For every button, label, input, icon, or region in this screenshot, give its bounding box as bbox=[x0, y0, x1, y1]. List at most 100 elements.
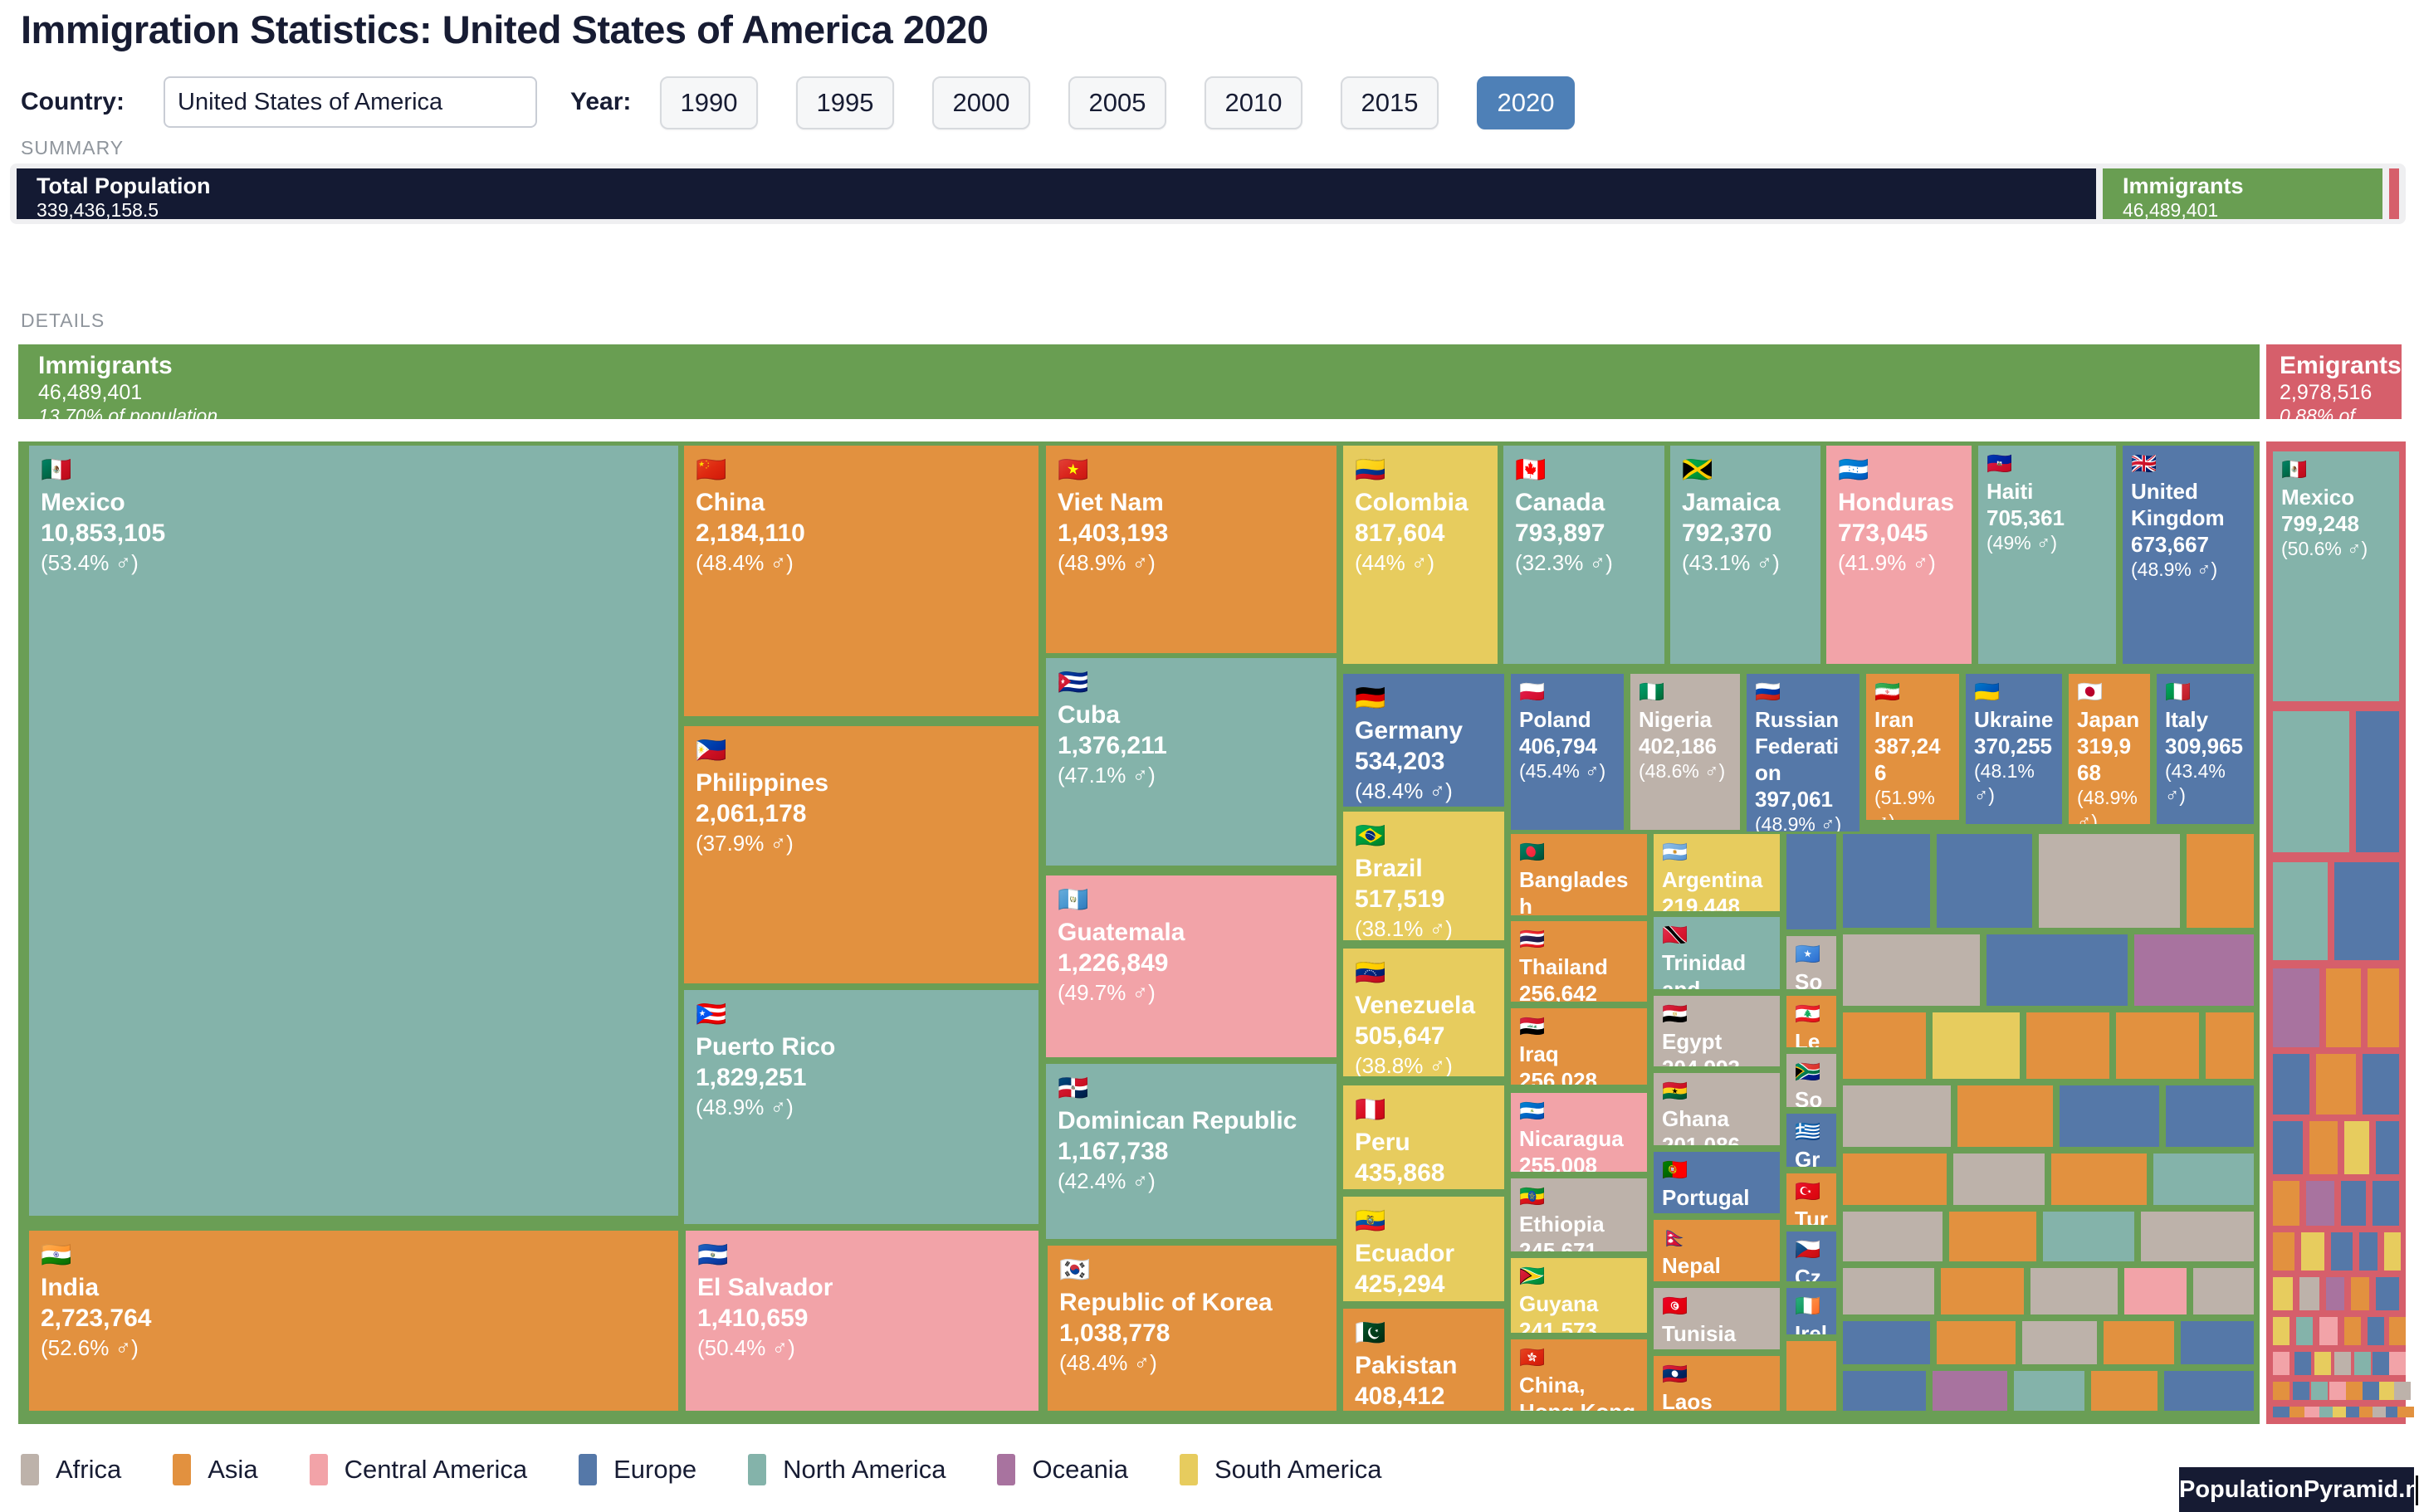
treemap-cell-argentina[interactable]: 🇦🇷 Argentina 219,448 bbox=[1654, 834, 1780, 911]
treemap-cell-filler[interactable] bbox=[2273, 1407, 2289, 1417]
treemap-cell-filler[interactable] bbox=[2273, 1121, 2303, 1174]
treemap-cell-filler[interactable] bbox=[2341, 1181, 2366, 1226]
treemap-cell-filler[interactable] bbox=[2193, 1268, 2254, 1314]
treemap-cell-filler[interactable] bbox=[2273, 1054, 2309, 1114]
treemap-cell-filler[interactable] bbox=[2134, 934, 2254, 1006]
treemap-cell-filler[interactable] bbox=[2306, 1181, 2334, 1226]
treemap-cell-filler[interactable] bbox=[2311, 1382, 2328, 1400]
treemap-cell-filler[interactable] bbox=[2394, 1382, 2411, 1400]
year-button-1990[interactable]: 1990 bbox=[660, 76, 758, 129]
treemap-cell-ecuador[interactable]: 🇪🇨 Ecuador 425,294 (49.4% ♂) bbox=[1343, 1197, 1504, 1301]
treemap-cell-mexico-emigrants[interactable]: 🇲🇽 Mexico 799,248 (50.6% ♂) bbox=[2273, 451, 2399, 701]
treemap-cell-filler[interactable] bbox=[1843, 1085, 1951, 1147]
treemap-cell-filler[interactable] bbox=[2124, 1268, 2187, 1314]
treemap-cell-cuba[interactable]: 🇨🇺 Cuba 1,376,211 (47.1% ♂) bbox=[1046, 658, 1337, 866]
treemap-cell-filler[interactable] bbox=[2346, 1382, 2363, 1400]
treemap-cell-south-africa[interactable]: 🇿🇦 South Africa bbox=[1786, 1054, 1836, 1107]
treemap-cell-italy[interactable]: 🇮🇹 Italy 309,965 (43.4% ♂) bbox=[2157, 674, 2254, 824]
treemap-cell-poland[interactable]: 🇵🇱 Poland 406,794 (45.4% ♂) bbox=[1511, 674, 1624, 830]
treemap-cell-ethiopia[interactable]: 🇪🇹 Ethiopia 245,671 bbox=[1511, 1178, 1647, 1251]
treemap-cell-filler[interactable] bbox=[2051, 1154, 2147, 1205]
treemap-cell-ukraine[interactable]: 🇺🇦 Ukraine 370,255 (48.1% ♂) bbox=[1966, 674, 2062, 824]
treemap-cell-trinidad-and-tobago[interactable]: 🇹🇹 Trinidad and Tobago bbox=[1654, 917, 1780, 989]
treemap-cell-filler[interactable] bbox=[1843, 934, 1980, 1006]
treemap-cell-filler[interactable] bbox=[2326, 968, 2361, 1047]
treemap-cell-filler[interactable] bbox=[2373, 1181, 2399, 1226]
treemap-cell-filler[interactable] bbox=[1953, 1154, 2045, 1205]
treemap-cell-puerto-rico[interactable]: 🇵🇷 Puerto Rico 1,829,251 (48.9% ♂) bbox=[684, 990, 1038, 1224]
treemap-cell-filler[interactable] bbox=[2346, 1407, 2363, 1417]
treemap-cell-filler[interactable] bbox=[2359, 1232, 2377, 1271]
treemap-cell-filler[interactable] bbox=[2373, 1352, 2389, 1375]
treemap-cell-nigeria[interactable]: 🇳🇬 Nigeria 402,186 (48.6% ♂) bbox=[1630, 674, 1740, 830]
treemap-cell-filler[interactable] bbox=[2273, 862, 2328, 960]
treemap-cell-filler[interactable] bbox=[2344, 1317, 2361, 1345]
treemap-cell-filler[interactable] bbox=[2104, 1321, 2174, 1364]
treemap-cell-filler[interactable] bbox=[2384, 1232, 2401, 1271]
treemap-cell-filler[interactable] bbox=[2181, 1321, 2254, 1364]
treemap-cell-filler[interactable] bbox=[2351, 1277, 2369, 1310]
treemap-cell-filler[interactable] bbox=[2039, 834, 2180, 928]
treemap-cell-filler[interactable] bbox=[2376, 1277, 2399, 1310]
treemap-cell-honduras[interactable]: 🇭🇳 Honduras 773,045 (41.9% ♂) bbox=[1826, 446, 1972, 664]
treemap-cell-philippines[interactable]: 🇵🇭 Philippines 2,061,178 (37.9% ♂) bbox=[684, 726, 1038, 983]
treemap-cell-filler[interactable] bbox=[2331, 1232, 2353, 1271]
treemap-cell-bangladesh[interactable]: 🇧🇩Bangladesh261,496 bbox=[1511, 834, 1647, 915]
treemap-cell-united-kingdom[interactable]: 🇬🇧 United Kingdom 673,667 (48.9% ♂) bbox=[2123, 446, 2254, 664]
treemap-cell-japan[interactable]: 🇯🇵 Japan 319,968 (48.9% ♂) bbox=[2069, 674, 2150, 824]
treemap-cell-filler[interactable] bbox=[2043, 1212, 2134, 1261]
treemap-cell-filler[interactable] bbox=[2299, 1277, 2319, 1310]
treemap-cell-filler[interactable] bbox=[2314, 1352, 2331, 1375]
treemap-cell-filler[interactable] bbox=[2273, 1352, 2289, 1375]
treemap-cell-filler[interactable] bbox=[2296, 1317, 2313, 1345]
treemap-cell-filler[interactable] bbox=[1941, 1268, 2024, 1314]
treemap-cell-viet-nam[interactable]: 🇻🇳 Viet Nam 1,403,193 (48.9% ♂) bbox=[1046, 446, 1337, 653]
treemap-cell-filler[interactable] bbox=[2273, 1232, 2294, 1271]
treemap-cell-filler[interactable] bbox=[2014, 1371, 2084, 1411]
treemap-cell-republic-of-korea[interactable]: 🇰🇷 Republic of Korea 1,038,778 (48.4% ♂) bbox=[1048, 1246, 1337, 1411]
treemap-cell-filler[interactable] bbox=[2329, 1382, 2346, 1400]
treemap-cell-filler[interactable] bbox=[2091, 1371, 2158, 1411]
treemap-cell-filler[interactable] bbox=[2304, 1407, 2321, 1417]
treemap-cell-iraq[interactable]: 🇮🇶 Iraq 256,028 bbox=[1511, 1008, 1647, 1085]
treemap-cell-ireland[interactable]: 🇮🇪 Ireland bbox=[1786, 1288, 1836, 1334]
treemap-cell-filler[interactable] bbox=[2294, 1352, 2311, 1375]
treemap-cell-filler[interactable] bbox=[2060, 1085, 2159, 1147]
treemap-cell-filler[interactable] bbox=[2141, 1212, 2254, 1261]
treemap-cell-filler[interactable] bbox=[2293, 1382, 2309, 1400]
treemap-cell-filler[interactable] bbox=[2389, 1352, 2406, 1375]
country-input[interactable] bbox=[164, 76, 537, 128]
treemap-cell-filler[interactable] bbox=[1843, 1154, 1947, 1205]
year-button-2015[interactable]: 2015 bbox=[1341, 76, 1439, 129]
treemap-cell-filler[interactable] bbox=[1786, 834, 1836, 929]
treemap-cell-filler[interactable] bbox=[2389, 1317, 2406, 1345]
treemap-cell-filler[interactable] bbox=[2379, 1382, 2396, 1400]
treemap-cell-ghana[interactable]: 🇬🇭 Ghana 201,086 bbox=[1654, 1073, 1780, 1145]
treemap-cell-filler[interactable] bbox=[1987, 934, 2128, 1006]
treemap-cell-haiti[interactable]: 🇭🇹 Haiti 705,361 (49% ♂) bbox=[1978, 446, 2116, 664]
year-button-2000[interactable]: 2000 bbox=[932, 76, 1030, 129]
treemap-cell-filler[interactable] bbox=[2164, 1371, 2254, 1411]
treemap-cell-filler[interactable] bbox=[2363, 1382, 2379, 1400]
treemap-cell-filler[interactable] bbox=[1937, 1321, 2016, 1364]
treemap-cell-filler[interactable] bbox=[1786, 1341, 1836, 1411]
treemap-cell-filler[interactable] bbox=[2356, 711, 2399, 852]
year-button-1995[interactable]: 1995 bbox=[796, 76, 894, 129]
treemap-cell-canada[interactable]: 🇨🇦 Canada 793,897 (32.3% ♂) bbox=[1503, 446, 1664, 664]
treemap-cell-filler[interactable] bbox=[2334, 862, 2399, 960]
treemap-cell-filler[interactable] bbox=[2373, 1407, 2389, 1417]
treemap-cell-turkey[interactable]: 🇹🇷 Turkey bbox=[1786, 1173, 1836, 1225]
details-immigrants-header[interactable]: Immigrants 46,489,401 13.70% of populati… bbox=[18, 344, 2260, 419]
treemap-cell-filler[interactable] bbox=[1937, 834, 2032, 928]
treemap-cell-filler[interactable] bbox=[2273, 1382, 2289, 1400]
treemap-cell-filler[interactable] bbox=[2376, 1121, 2399, 1174]
treemap-cell-filler[interactable] bbox=[2273, 711, 2349, 852]
treemap-cell-somalia[interactable]: 🇸🇴 Somalia bbox=[1786, 936, 1836, 989]
treemap-cell-filler[interactable] bbox=[2309, 1121, 2338, 1174]
treemap-cell-mexico[interactable]: 🇲🇽 Mexico 10,853,105 (53.4% ♂) bbox=[29, 446, 678, 1216]
treemap-cell-filler[interactable] bbox=[2334, 1352, 2351, 1375]
treemap-cell-filler[interactable] bbox=[2273, 1277, 2293, 1310]
treemap-cell-filler[interactable] bbox=[2344, 1121, 2369, 1174]
treemap-cell-filler[interactable] bbox=[2187, 834, 2254, 928]
